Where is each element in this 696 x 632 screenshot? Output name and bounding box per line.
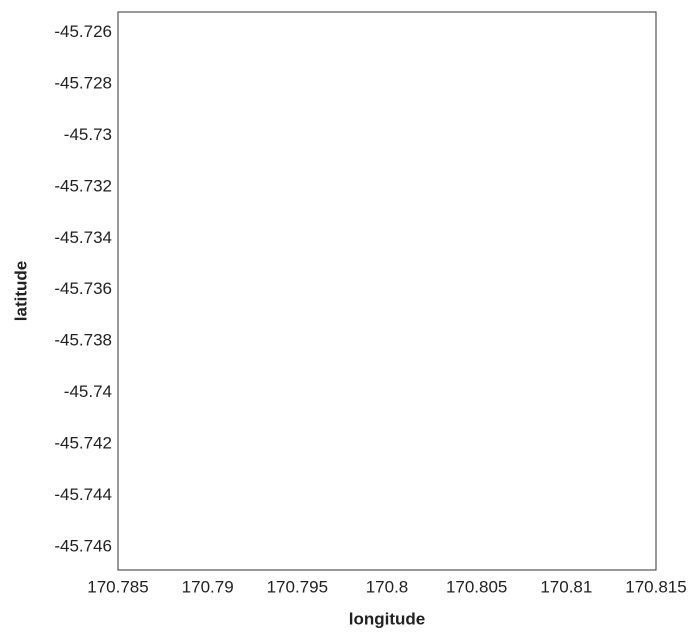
y-tick-label: -45.734: [54, 228, 112, 247]
y-tick-label: -45.728: [54, 73, 112, 92]
y-tick-label: -45.742: [54, 433, 112, 452]
y-tick-label: -45.732: [54, 176, 112, 195]
plot-frame: [118, 12, 656, 570]
x-tick-label: 170.79: [182, 577, 234, 596]
x-tick-label: 170.805: [446, 577, 507, 596]
y-axis-label: latitude: [11, 261, 30, 321]
y-tick-label: -45.74: [64, 382, 112, 401]
x-tick-label: 170.81: [540, 577, 592, 596]
x-tick-label: 170.8: [366, 577, 409, 596]
x-tick-label: 170.785: [87, 577, 148, 596]
x-axis-label: longitude: [349, 609, 425, 628]
y-tick-label: -45.726: [54, 22, 112, 41]
chart: longitude latitude A0170.785170.79170.79…: [0, 0, 696, 632]
y-tick-label: -45.736: [54, 279, 112, 298]
x-tick-label: 170.795: [267, 577, 328, 596]
y-tick-label: -45.746: [54, 536, 112, 555]
y-tick-label: -45.744: [54, 485, 112, 504]
x-tick-label: 170.815: [625, 577, 686, 596]
y-tick-label: -45.738: [54, 331, 112, 350]
y-tick-label: -45.73: [64, 125, 112, 144]
